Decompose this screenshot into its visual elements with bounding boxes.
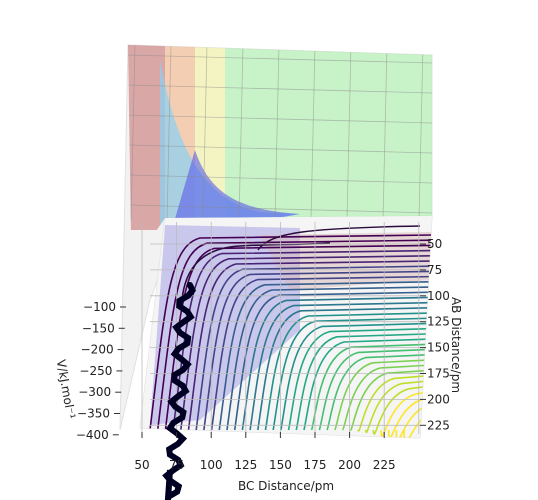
x-tick-label: 200 [338, 458, 361, 472]
z-axis-label: V/kJ.mol⁻¹ [54, 359, 78, 421]
surface-band [300, 45, 360, 230]
contour-line [310, 343, 432, 431]
x-tick-label: 225 [373, 458, 396, 472]
contour-line [380, 390, 432, 438]
wall-grid-line [128, 84, 432, 94]
z-axis-ticks: −100 −150 −200 −250 −300 −350 −400 [76, 300, 126, 442]
contour-line [326, 353, 432, 431]
wall-grid-line [274, 45, 280, 221]
contour-line [257, 307, 432, 431]
contour-line [203, 270, 432, 431]
wall-grid-line [346, 45, 352, 221]
x-tick-label: 100 [200, 458, 223, 472]
wall-grid-line [128, 54, 432, 64]
wall-grid-line [382, 45, 388, 221]
contour-line [210, 275, 432, 431]
wall-grid-line [128, 144, 432, 154]
y-tick-label: 150 [427, 341, 450, 355]
contour-floor [140, 216, 432, 438]
z-tick-label: −300 [78, 385, 111, 399]
wall-grid-line [130, 45, 136, 221]
wall-grid-line [418, 45, 424, 221]
y-tick-label: 225 [427, 418, 450, 432]
contour-line [187, 260, 432, 431]
contour-line [164, 244, 432, 431]
z-tick-label: −400 [76, 428, 109, 442]
contour-line [357, 374, 432, 432]
y-tick-label: 200 [427, 392, 450, 406]
contour-line [149, 234, 432, 431]
wall-grid-line [202, 45, 208, 221]
reaction-trajectory [162, 282, 197, 500]
x-tick-label: 50 [134, 458, 149, 472]
contour-lines [149, 225, 432, 438]
wall-grid-line [128, 174, 432, 184]
y-axis-label: AB Distance/pm [449, 297, 463, 393]
z-tick-label: −100 [83, 300, 116, 314]
contour-line [341, 364, 432, 431]
x-tick-label: 175 [304, 458, 327, 472]
contour-line [156, 239, 432, 431]
y-axis-ticks: 50 75 100 125 150 175 200 225 [420, 237, 450, 432]
contour-line [226, 286, 432, 431]
contour-line [233, 291, 432, 431]
wall-grid-line [238, 45, 244, 221]
contour-line [372, 385, 432, 435]
wall-grid-line [128, 204, 432, 214]
x-axis-ticks: 50 75 100 125 150 175 200 225 [134, 432, 396, 472]
x-axis-label: BC Distance/pm [238, 479, 334, 493]
surface-band [360, 45, 432, 230]
contour-line [280, 322, 432, 431]
y-tick-label: 175 [427, 367, 450, 381]
contour-line [272, 317, 432, 431]
surface-band [128, 45, 165, 230]
contour-line [195, 265, 432, 431]
x-tick-label: 125 [234, 458, 257, 472]
wall-grid-line [166, 45, 172, 221]
z-tick-label: −250 [79, 364, 112, 378]
y-tick-label: 100 [427, 289, 450, 303]
contour-line [249, 301, 432, 431]
z-tick-label: −200 [81, 343, 114, 357]
y-tick-label: 75 [427, 263, 442, 277]
surface-wall-bands [128, 45, 432, 240]
contour-line [287, 327, 432, 431]
z-tick-label: −150 [82, 321, 115, 335]
x-tick-label: 75 [169, 458, 184, 472]
contour-line [403, 405, 432, 438]
y-tick-label: 125 [427, 315, 450, 329]
grid-lines [141, 222, 420, 434]
contour-line [318, 348, 432, 431]
x-tick-label: 150 [269, 458, 292, 472]
z-tick-label: −350 [77, 407, 110, 421]
wall-grid-line [310, 45, 316, 221]
contour-line [218, 281, 432, 431]
contour-line [364, 379, 432, 434]
surface-band [260, 45, 300, 230]
contour-line [295, 333, 432, 431]
y-tick-label: 50 [427, 237, 442, 251]
wall-grid-line [128, 114, 432, 124]
surface-band [170, 150, 300, 236]
